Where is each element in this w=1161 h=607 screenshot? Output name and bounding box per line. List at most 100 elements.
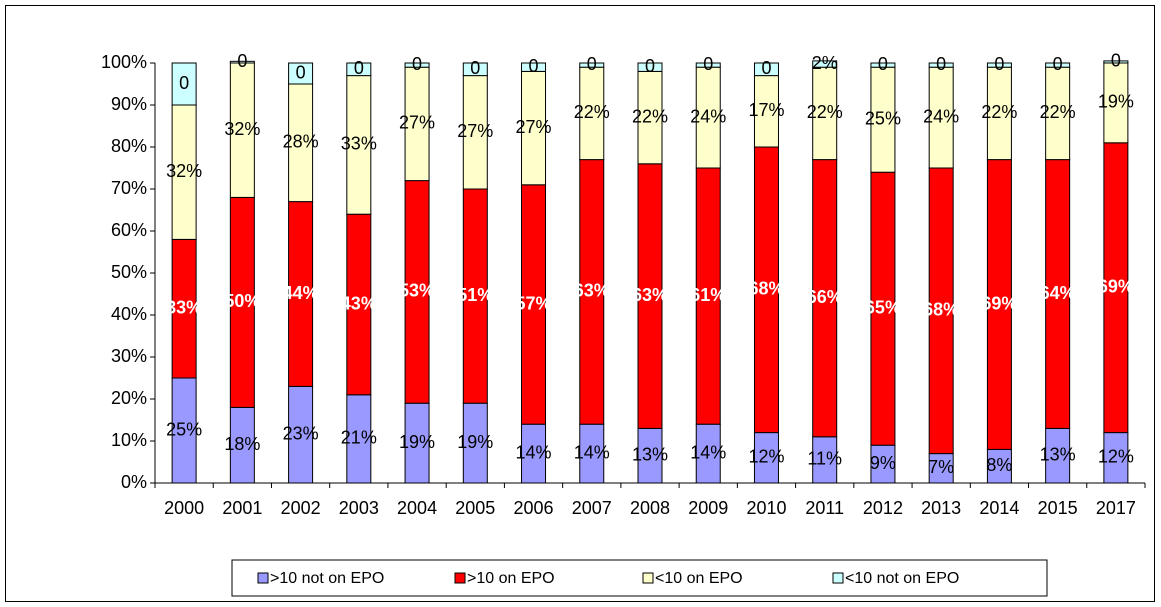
data-label: 0 bbox=[529, 56, 539, 76]
data-label: 69% bbox=[1098, 276, 1134, 296]
data-label: 22% bbox=[981, 102, 1017, 122]
bar-segment bbox=[753, 62, 779, 77]
data-label: 14% bbox=[516, 442, 552, 462]
data-label: 61% bbox=[690, 285, 726, 305]
legend-label: <10 on EPO bbox=[655, 570, 743, 587]
data-label: 13% bbox=[632, 444, 668, 464]
bar-segment bbox=[404, 66, 430, 182]
x-tick-label: 2008 bbox=[630, 498, 670, 518]
bar-segment bbox=[870, 171, 896, 446]
bar-segment bbox=[1045, 62, 1071, 68]
x-tick-label: 2004 bbox=[397, 498, 437, 518]
bar-segment bbox=[986, 62, 1012, 68]
data-label: 8% bbox=[986, 455, 1012, 475]
bar-segment bbox=[229, 62, 255, 198]
bar-segment bbox=[404, 180, 430, 404]
data-label: 17% bbox=[748, 100, 784, 120]
data-label: 9% bbox=[870, 453, 896, 473]
legend-label: <10 not on EPO bbox=[845, 570, 959, 587]
x-tick-label: 2011 bbox=[805, 498, 844, 518]
data-label: 2% bbox=[812, 53, 838, 73]
x-tick-label: 2017 bbox=[1096, 498, 1136, 518]
data-label: 65% bbox=[865, 297, 901, 317]
bar-segment bbox=[171, 62, 197, 106]
bar-segment bbox=[404, 402, 430, 484]
bar-segment bbox=[753, 432, 779, 484]
bar-segment bbox=[171, 104, 197, 240]
legend-swatch bbox=[454, 572, 466, 584]
data-label: 0 bbox=[354, 58, 364, 78]
x-tick-label: 2014 bbox=[979, 498, 1019, 518]
data-label: 25% bbox=[865, 108, 901, 128]
bar-segment bbox=[404, 62, 430, 68]
y-tick-label: 30% bbox=[111, 346, 147, 366]
data-label: 13% bbox=[1040, 444, 1076, 464]
x-tick-label: 2001 bbox=[222, 498, 262, 518]
data-label: 24% bbox=[690, 106, 726, 126]
x-tick-label: 2005 bbox=[455, 498, 495, 518]
bar-segment bbox=[928, 62, 954, 68]
bar-segment bbox=[1103, 60, 1129, 64]
bar-segment bbox=[695, 66, 721, 169]
bar-segment bbox=[870, 66, 896, 173]
data-label: 63% bbox=[632, 285, 668, 305]
data-label: 22% bbox=[1040, 102, 1076, 122]
bar-segment bbox=[928, 66, 954, 169]
x-tick-label: 2003 bbox=[339, 498, 379, 518]
bar-segment bbox=[812, 66, 838, 161]
bar-segment bbox=[870, 62, 896, 68]
bar-segment bbox=[288, 62, 314, 85]
bar-segment bbox=[229, 60, 255, 64]
y-tick-label: 20% bbox=[111, 388, 147, 408]
legend-box bbox=[231, 559, 1048, 597]
bar-segment bbox=[753, 75, 779, 148]
bar-segment bbox=[521, 62, 547, 72]
bar-segment bbox=[346, 62, 372, 77]
data-label: 23% bbox=[283, 423, 319, 443]
data-label: 0 bbox=[1111, 51, 1121, 71]
data-label: 69% bbox=[981, 293, 1017, 313]
bar-segment bbox=[462, 188, 488, 404]
bar-segment bbox=[579, 62, 605, 68]
data-label: 22% bbox=[632, 106, 668, 126]
y-tick-label: 80% bbox=[111, 136, 147, 156]
data-label: 32% bbox=[224, 119, 260, 139]
bar-segment bbox=[928, 453, 954, 484]
bar-segment bbox=[171, 377, 197, 484]
data-label: 0 bbox=[237, 51, 247, 71]
data-label: 0 bbox=[296, 62, 306, 82]
x-tick-label: 2009 bbox=[688, 498, 728, 518]
bar-segment bbox=[521, 184, 547, 425]
x-tick-label: 2015 bbox=[1038, 498, 1078, 518]
y-tick-label: 0% bbox=[121, 472, 147, 492]
bar-segment bbox=[637, 62, 663, 72]
data-label: 18% bbox=[224, 434, 260, 454]
data-label: 0 bbox=[179, 73, 189, 93]
data-label: 22% bbox=[807, 102, 843, 122]
data-label: 68% bbox=[923, 300, 959, 320]
data-label: 27% bbox=[516, 117, 552, 137]
data-label: 27% bbox=[457, 121, 493, 141]
x-tick-label: 2007 bbox=[572, 498, 612, 518]
data-label: 0 bbox=[470, 58, 480, 78]
data-label: 12% bbox=[748, 447, 784, 467]
bar-segment bbox=[812, 159, 838, 438]
bar-segment bbox=[986, 448, 1012, 484]
bar-segment bbox=[579, 159, 605, 425]
data-label: 0 bbox=[412, 54, 422, 74]
data-label: 66% bbox=[807, 287, 843, 307]
legend-label: >10 not on EPO bbox=[270, 570, 384, 587]
bar-segment bbox=[346, 75, 372, 215]
data-label: 0 bbox=[936, 54, 946, 74]
data-label: 21% bbox=[341, 428, 377, 448]
bar-segment bbox=[1045, 66, 1071, 161]
data-label: 19% bbox=[399, 432, 435, 452]
data-label: 0 bbox=[645, 56, 655, 76]
bar-segment bbox=[695, 423, 721, 484]
data-label: 32% bbox=[166, 161, 202, 181]
data-label: 33% bbox=[341, 134, 377, 154]
bar-segment bbox=[1103, 62, 1129, 144]
y-tick-label: 50% bbox=[111, 262, 147, 282]
data-label: 63% bbox=[574, 281, 610, 301]
